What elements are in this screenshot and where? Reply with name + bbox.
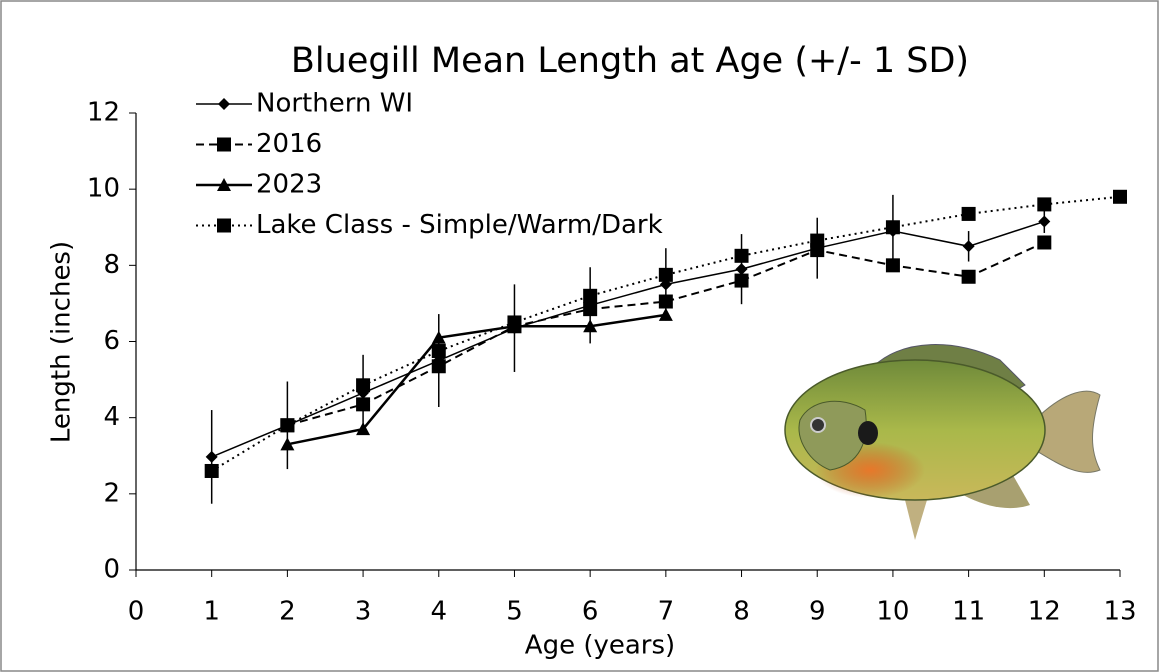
x-tick-label: 7: [658, 597, 675, 627]
marker: [583, 288, 598, 303]
marker: [356, 422, 371, 436]
marker: [962, 240, 975, 253]
marker: [734, 273, 749, 288]
y-tick-label: 8: [103, 250, 120, 280]
series-line: [211, 220, 1045, 458]
legend-label: Northern WI: [256, 89, 413, 119]
y-tick-label: 12: [87, 98, 120, 128]
y-tick-label: 10: [87, 174, 120, 204]
x-tick-label: 5: [506, 597, 523, 627]
marker: [431, 344, 446, 359]
marker: [1113, 189, 1127, 204]
marker: [356, 378, 371, 393]
series-line: [287, 313, 667, 446]
legend-marker: [217, 137, 231, 152]
x-tick-label: 0: [128, 597, 145, 627]
x-tick-label: 10: [876, 597, 909, 627]
marker: [507, 315, 522, 330]
x-tick-label: 9: [809, 597, 826, 627]
x-axis-title: Age (years): [525, 631, 675, 661]
marker: [583, 319, 598, 333]
legend-marker: [217, 218, 231, 233]
marker: [734, 248, 749, 263]
marker: [431, 359, 446, 374]
y-tick-label: 0: [103, 555, 120, 585]
marker: [204, 463, 219, 478]
y-tick-label: 2: [103, 478, 120, 508]
legend-marker: [218, 98, 230, 110]
marker: [961, 269, 976, 284]
x-tick-label: 1: [203, 597, 220, 627]
marker: [1037, 197, 1052, 212]
legend-label: 2023: [256, 170, 322, 200]
marker: [658, 294, 673, 309]
x-tick-label: 4: [430, 597, 447, 627]
fish-illustration: [784, 344, 1101, 540]
chart-title: Bluegill Mean Length at Age (+/- 1 SD): [291, 41, 969, 81]
marker: [431, 330, 446, 344]
marker: [205, 450, 218, 463]
marker: [885, 258, 900, 273]
legend-label: Lake Class - Simple/Warm/Dark: [256, 210, 663, 240]
marker: [356, 397, 371, 412]
marker: [658, 267, 673, 282]
marker: [280, 437, 295, 451]
legend-marker: [217, 178, 231, 191]
x-tick-label: 11: [952, 597, 985, 627]
x-tick-label: 12: [1028, 597, 1061, 627]
y-axis-title: Length (inches): [47, 241, 77, 443]
marker: [658, 307, 673, 321]
marker: [1038, 215, 1051, 228]
x-tick-label: 6: [582, 597, 599, 627]
series-line: [287, 241, 1045, 427]
marker: [583, 302, 598, 317]
x-tick-label: 3: [355, 597, 372, 627]
y-tick-label: 6: [103, 326, 120, 356]
marker: [735, 263, 748, 276]
legend-label: 2016: [256, 129, 322, 159]
marker: [280, 418, 295, 433]
y-tick-label: 4: [103, 402, 120, 432]
x-tick-label: 8: [733, 597, 750, 627]
legend: Northern WI 2016 2023 Lake Class - Simple/W…: [196, 89, 663, 240]
marker: [810, 233, 825, 248]
marker: [1037, 235, 1052, 250]
x-tick-label: 13: [1103, 597, 1136, 627]
marker: [885, 220, 900, 235]
marker: [961, 206, 976, 221]
x-tick-label: 2: [279, 597, 296, 627]
